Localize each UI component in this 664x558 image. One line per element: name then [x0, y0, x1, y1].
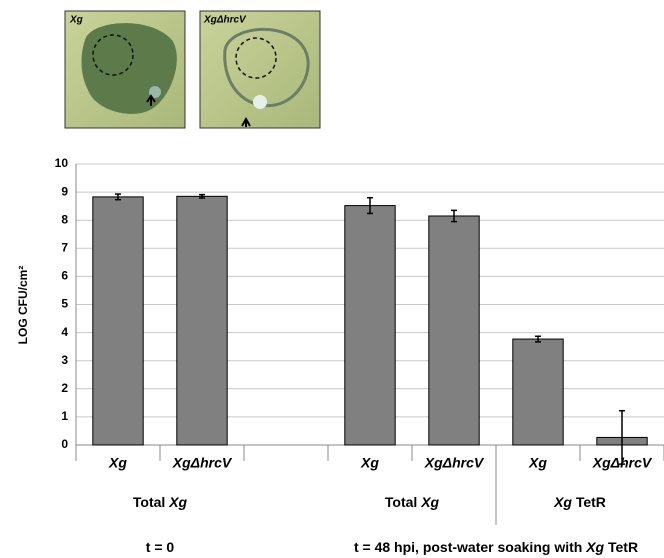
bar [93, 197, 143, 445]
x-tick-label: Xg [108, 455, 127, 471]
y-axis-title: LOG CFU/cm² [16, 266, 30, 345]
bar [429, 216, 479, 445]
y-tick-label: 5 [61, 297, 68, 311]
y-tick-label: 10 [55, 156, 69, 170]
y-tick-label: 3 [61, 353, 68, 367]
bar [345, 206, 395, 445]
x-tick-label: Xg [360, 455, 379, 471]
y-tick-label: 4 [61, 325, 68, 339]
group-label: Total Xg [133, 494, 188, 510]
y-tick-label: 0 [61, 437, 68, 451]
photo-label: XgΔhrcV [203, 15, 247, 26]
y-tick-label: 1 [61, 409, 68, 423]
x-tick-label: XgΔhrcV [424, 455, 485, 471]
y-tick-label: 8 [61, 212, 68, 226]
y-tick-label: 2 [61, 381, 68, 395]
photo-left: Xg [65, 11, 185, 128]
bar [177, 196, 227, 445]
y-tick-label: 9 [61, 184, 68, 198]
group-label: Xg TetR [553, 494, 606, 510]
group-label: Total Xg [385, 494, 440, 510]
y-tick-label: 6 [61, 269, 68, 283]
x-tick-label: XgΔhrcV [172, 455, 233, 471]
bar [513, 339, 563, 445]
time-label: t = 48 hpi, post-water soaking with Xg T… [354, 539, 638, 555]
time-label: t = 0 [146, 539, 175, 555]
y-tick-label: 7 [61, 240, 68, 254]
photo-label: Xg [69, 15, 83, 26]
x-tick-label: Xg [528, 455, 547, 471]
chart: Xg XgΔhrcV LOG CFU/cm² 0 1 2 3 4 5 6 7 8 9 10 Xg XgΔ… [0, 0, 664, 558]
photo-right: XgΔhrcV [200, 11, 320, 128]
